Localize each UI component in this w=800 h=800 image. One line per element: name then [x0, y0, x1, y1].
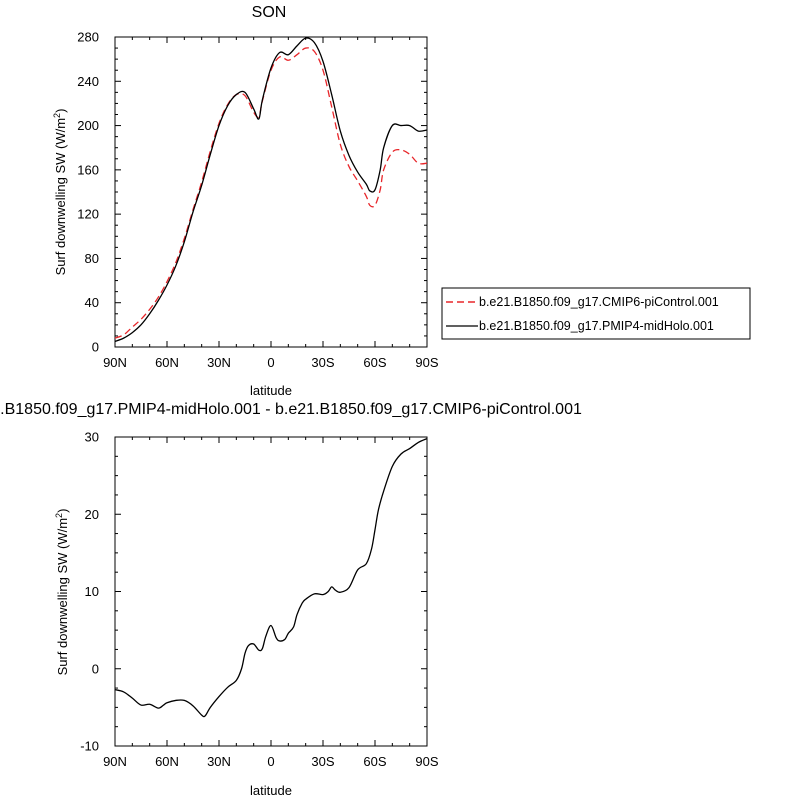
legend-item: b.e21.B1850.f09_g17.PMIP4-midHolo.001 — [446, 319, 714, 333]
y-tick-label: 80 — [85, 251, 99, 266]
data-lines — [114, 437, 428, 718]
series-line-2 — [114, 37, 428, 343]
x-tick-label: 60S — [363, 355, 386, 370]
x-tick-label: 90S — [415, 355, 438, 370]
x-tick-label: 90S — [415, 754, 438, 769]
y-tick-label: 0 — [92, 340, 99, 355]
x-tick-label: 60N — [155, 355, 179, 370]
plot-title: b.e21.B1850.f09_g17.PMIP4-midHolo.001 - … — [0, 401, 582, 418]
x-axis-label: latitude — [250, 783, 292, 798]
plot-title: SON — [252, 4, 287, 21]
axis-ticks: 90N 60N 30N 0 30S 60S 90S 0 40 80 120 160 200 240 280 — [77, 30, 439, 371]
y-tick-label: 20 — [85, 507, 99, 522]
y-tick-label: 280 — [77, 30, 99, 45]
y-tick-label: 160 — [77, 162, 99, 177]
y-tick-label: -10 — [80, 739, 99, 754]
x-tick-label: 30N — [207, 754, 231, 769]
y-tick-label: 120 — [77, 207, 99, 222]
y-tick-label: 10 — [85, 584, 99, 599]
y-axis-label: Surf downwelling SW (W/m2) — [52, 109, 68, 276]
series-line-1 — [114, 47, 428, 339]
legend-label: b.e21.B1850.f09_g17.CMIP6-piControl.001 — [479, 295, 719, 309]
x-tick-label: 90N — [103, 754, 127, 769]
x-tick-label: 90N — [103, 355, 127, 370]
x-tick-label: 30S — [311, 355, 334, 370]
legend-item: b.e21.B1850.f09_g17.CMIP6-piControl.001 — [446, 295, 719, 309]
panel-top-son: SON 90N 60N 30N 0 30S 60S 90S 0 40 80 120 160 200 240… — [52, 4, 751, 398]
y-tick-label: 0 — [92, 661, 99, 676]
axis-ticks: 90N 60N 30N 0 30S 60S 90S -10 0 10 20 30 — [80, 430, 439, 770]
legend-box — [441, 287, 751, 340]
data-lines — [114, 37, 428, 343]
x-tick-label: 60N — [155, 754, 179, 769]
x-tick-label: 0 — [267, 355, 274, 370]
x-tick-label: 30N — [207, 355, 231, 370]
x-tick-label: 0 — [267, 754, 274, 769]
y-tick-label: 200 — [77, 118, 99, 133]
panel-bottom-difference: b.e21.B1850.f09_g17.PMIP4-midHolo.001 - … — [0, 401, 582, 798]
y-tick-label: 40 — [85, 295, 99, 310]
x-tick-label: 30S — [311, 754, 334, 769]
y-axis-label: Surf downwelling SW (W/m2) — [54, 509, 70, 676]
legend: b.e21.B1850.f09_g17.CMIP6-piControl.001 … — [441, 287, 751, 340]
y-tick-label: 240 — [77, 74, 99, 89]
plot-frame — [114, 436, 428, 747]
series-line-1 — [114, 437, 428, 718]
legend-label: b.e21.B1850.f09_g17.PMIP4-midHolo.001 — [479, 319, 714, 333]
x-axis-label: latitude — [250, 383, 292, 398]
y-tick-label: 30 — [85, 430, 99, 445]
x-tick-label: 60S — [363, 754, 386, 769]
